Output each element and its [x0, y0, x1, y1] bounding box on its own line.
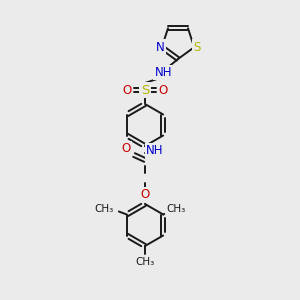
Text: S: S: [141, 83, 149, 97]
Text: O: O: [158, 83, 168, 97]
Text: CH₃: CH₃: [135, 257, 154, 267]
Text: S: S: [194, 41, 201, 54]
Text: NH: NH: [146, 145, 164, 158]
Text: O: O: [122, 142, 130, 155]
Text: O: O: [140, 188, 150, 202]
Text: N: N: [155, 41, 164, 54]
Text: O: O: [122, 83, 132, 97]
Text: NH: NH: [155, 66, 172, 79]
Text: CH₃: CH₃: [167, 205, 186, 214]
Text: CH₃: CH₃: [94, 205, 114, 214]
